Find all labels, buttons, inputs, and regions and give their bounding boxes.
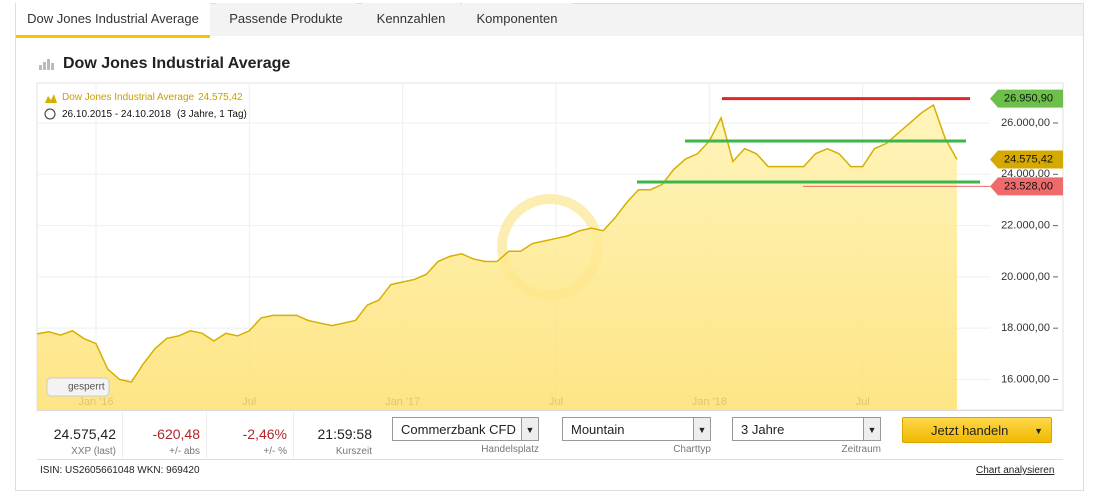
line	[36, 103, 958, 383]
quote-caption: Kurszeit	[335, 446, 372, 457]
select-caption: Charttyp	[673, 444, 711, 455]
y-tick-label: 22.000,00	[1001, 220, 1050, 232]
quote-field: 21:59:58 Kurszeit	[290, 412, 378, 458]
select-caption: Handelsplatz	[481, 444, 539, 455]
date-range-text: 26.10.2015 - 24.10.2018	[62, 109, 171, 120]
legend-icon	[45, 94, 57, 103]
select-value: Commerzbank CFD	[401, 422, 516, 437]
select[interactable]: Mountain ▼	[562, 417, 711, 441]
quote-value: -620,48	[152, 426, 200, 442]
select-value: Mountain	[571, 422, 625, 437]
select-arrow[interactable]: ▼	[521, 418, 538, 440]
price-marker	[990, 150, 1063, 169]
date-range: 26.10.2015 - 24.10.2018 (3 Jahre, 1 Tag)	[62, 109, 247, 120]
tab[interactable]: Passende Produkte	[216, 3, 356, 35]
price-marker-label: 26.950,90	[1004, 93, 1053, 105]
quote-value: 24.575,42	[53, 426, 116, 442]
price-marker	[990, 177, 1063, 196]
quote-caption: +/- abs	[169, 446, 200, 457]
legend-name: Dow Jones Industrial Average	[62, 92, 195, 103]
y-tick-label: 20.000,00	[1001, 271, 1050, 283]
legend-value: 24.575,42	[198, 92, 243, 103]
select[interactable]: 3 Jahre ▼	[732, 417, 881, 441]
select-value: 3 Jahre	[741, 422, 785, 437]
quote-strip	[37, 410, 1063, 460]
price-marker-label: 23.528,00	[1004, 180, 1053, 192]
price-marker	[990, 89, 1063, 108]
quote-field: -2,46% +/- %	[205, 412, 294, 458]
chart: Jan '16JulJan '17JulJan '18Jul16.000,001…	[36, 82, 1064, 411]
select-arrow[interactable]: ▼	[693, 418, 710, 440]
tab[interactable]: Komponenten	[462, 3, 572, 35]
analyze-link[interactable]: Chart analysieren	[976, 465, 1055, 476]
y-tick-label: 16.000,00	[1001, 373, 1050, 385]
tab[interactable]: Kennzahlen	[362, 3, 460, 35]
button-label: Jetzt handeln	[931, 423, 1009, 438]
bar-icon	[39, 59, 54, 70]
select-caption: Zeitraum	[841, 444, 881, 455]
quote-caption: +/- %	[263, 446, 287, 457]
isin: ISIN: US2605661048 WKN: 969420	[40, 465, 200, 476]
y-tick-label: 26.000,00	[1001, 117, 1050, 129]
select[interactable]: Commerzbank CFD ▼	[392, 417, 539, 441]
quote-field: 24.575,42 XXP (last)	[40, 412, 123, 458]
quote-caption: XXP (last)	[71, 446, 116, 457]
price-marker-label: 24.575,42	[1004, 153, 1053, 165]
clock-icon	[44, 108, 56, 120]
period-text: (3 Jahre, 1 Tag)	[177, 109, 247, 120]
select-arrow[interactable]: ▼	[863, 418, 880, 440]
y-tick-label: 18.000,00	[1001, 322, 1050, 334]
lock-label: gesperrt	[68, 382, 105, 393]
y-tick-label: 24.000,00	[1001, 168, 1050, 180]
title: Dow Jones Industrial Average	[63, 55, 291, 72]
legend: Dow Jones Industrial Average 24.575,42	[62, 92, 243, 103]
quote-value: -2,46%	[242, 426, 287, 442]
tab[interactable]: Dow Jones Industrial Average	[16, 3, 210, 38]
lock-badge	[46, 377, 110, 397]
trade-button[interactable]: Jetzt handeln ▼	[902, 417, 1052, 443]
quote-value: 21:59:58	[317, 426, 373, 442]
quote-field: -620,48 +/- abs	[120, 412, 207, 458]
